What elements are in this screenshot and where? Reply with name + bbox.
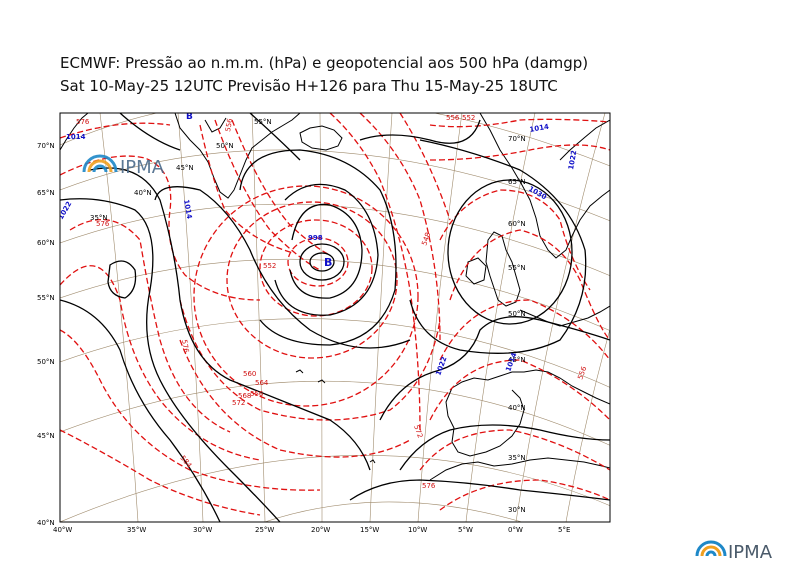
longitude-axis-labels: 40°W 35°W 30°W 25°W 20°W 15°W 10°W 5°W 0… xyxy=(53,526,570,534)
svg-text:1014: 1014 xyxy=(529,123,550,134)
low-pressure-marker-2: B xyxy=(186,112,193,122)
svg-text:15°W: 15°W xyxy=(360,526,379,534)
svg-text:552: 552 xyxy=(263,262,276,270)
svg-text:556: 556 xyxy=(224,117,234,132)
svg-text:30°W: 30°W xyxy=(193,526,212,534)
svg-text:576: 576 xyxy=(76,118,90,126)
svg-text:40°N: 40°N xyxy=(508,404,526,412)
svg-text:45°N: 45°N xyxy=(176,164,194,172)
svg-text:30°N: 30°N xyxy=(508,506,526,514)
svg-text:35°W: 35°W xyxy=(127,526,146,534)
svg-text:55°N: 55°N xyxy=(508,264,526,272)
svg-text:35°N: 35°N xyxy=(508,454,526,462)
svg-text:552: 552 xyxy=(462,114,475,122)
svg-text:20°W: 20°W xyxy=(311,526,330,534)
svg-text:576: 576 xyxy=(96,220,110,228)
svg-text:45°N: 45°N xyxy=(37,432,55,440)
svg-text:40°W: 40°W xyxy=(53,526,72,534)
interior-graticule-labels: 55°N 50°N 45°N 40°N 35°N 70°N 65°N 60°N … xyxy=(90,118,526,514)
low-pressure-marker: B xyxy=(324,256,332,269)
svg-text:576: 576 xyxy=(422,482,436,490)
footer-ipma-logo: IPMA xyxy=(695,540,773,563)
latitude-axis-labels: 70°N 65°N 60°N 55°N 50°N 45°N 40°N xyxy=(37,142,55,527)
inset-ipma-logo: IPMA xyxy=(82,154,165,178)
svg-text:40°N: 40°N xyxy=(37,519,55,527)
svg-text:60°N: 60°N xyxy=(508,220,526,228)
svg-text:55°N: 55°N xyxy=(37,294,55,302)
svg-text:564: 564 xyxy=(255,379,269,387)
svg-text:1014: 1014 xyxy=(66,133,86,141)
svg-text:65°N: 65°N xyxy=(37,189,55,197)
svg-text:35°N: 35°N xyxy=(90,214,108,222)
svg-text:45°N: 45°N xyxy=(508,356,526,364)
map-frame-border xyxy=(59,112,611,523)
svg-text:576: 576 xyxy=(180,339,190,354)
chart-title-line-1: ECMWF: Pressão ao n.m.m. (hPa) e geopote… xyxy=(60,54,589,72)
footer-logo-text: IPMA xyxy=(728,542,773,563)
svg-text:1014: 1014 xyxy=(182,199,193,220)
svg-text:572: 572 xyxy=(232,399,245,407)
svg-text:556: 556 xyxy=(446,114,460,122)
svg-text:70°N: 70°N xyxy=(37,142,55,150)
inset-logo-text: IPMA xyxy=(120,157,165,178)
svg-text:5°E: 5°E xyxy=(558,526,570,534)
svg-text:50°N: 50°N xyxy=(216,142,234,150)
coastlines xyxy=(60,113,610,481)
svg-text:556: 556 xyxy=(250,390,264,398)
svg-text:998: 998 xyxy=(308,234,323,242)
chart-title-line-2: Sat 10-May-25 12UTC Previsão H+126 para … xyxy=(60,77,558,95)
svg-text:568: 568 xyxy=(238,392,251,400)
svg-text:60°N: 60°N xyxy=(37,239,55,247)
mslp-isobars xyxy=(60,113,610,522)
svg-text:5°W: 5°W xyxy=(458,526,473,534)
svg-text:1022: 1022 xyxy=(567,150,578,171)
svg-text:50°N: 50°N xyxy=(37,358,55,366)
svg-text:0°W: 0°W xyxy=(508,526,523,534)
svg-text:65°N: 65°N xyxy=(508,178,526,186)
svg-text:10°W: 10°W xyxy=(408,526,427,534)
svg-text:25°W: 25°W xyxy=(255,526,274,534)
svg-text:70°N: 70°N xyxy=(508,135,526,143)
svg-text:560: 560 xyxy=(243,370,256,378)
svg-text:55°N: 55°N xyxy=(254,118,272,126)
svg-text:40°N: 40°N xyxy=(134,189,152,197)
svg-text:50°N: 50°N xyxy=(508,310,526,318)
